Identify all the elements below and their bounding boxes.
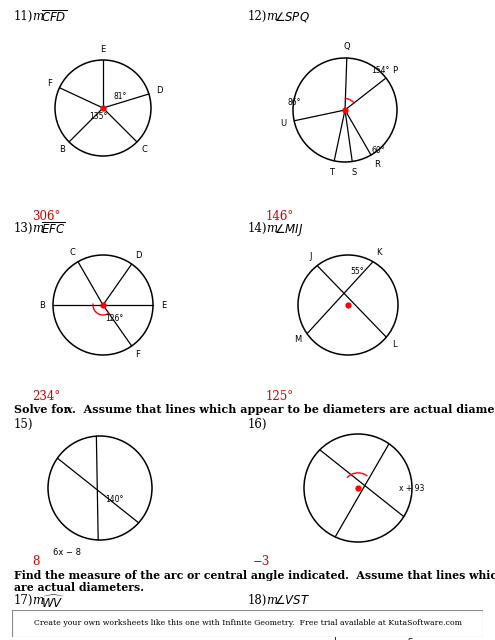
- Text: m: m: [32, 10, 43, 23]
- Text: E: E: [100, 45, 105, 54]
- Text: 86°: 86°: [288, 98, 301, 107]
- Text: 81°: 81°: [113, 92, 127, 101]
- Text: 12): 12): [248, 10, 267, 23]
- Text: D: D: [135, 250, 141, 260]
- Text: B: B: [39, 301, 45, 310]
- Text: T: T: [329, 168, 334, 177]
- Text: 11): 11): [14, 10, 33, 23]
- Text: Q: Q: [344, 42, 350, 51]
- Text: U: U: [280, 118, 286, 128]
- Text: M: M: [295, 335, 301, 344]
- Text: F: F: [48, 79, 52, 88]
- Text: W: W: [106, 625, 114, 634]
- Text: 17): 17): [14, 594, 34, 607]
- Text: m: m: [32, 594, 43, 607]
- Text: 14): 14): [248, 222, 267, 235]
- Text: 15): 15): [14, 418, 34, 431]
- Text: T: T: [332, 634, 337, 640]
- Text: 55°: 55°: [350, 267, 364, 276]
- Text: 306°: 306°: [32, 210, 60, 223]
- Text: m: m: [266, 594, 277, 607]
- Text: 6x − 8: 6x − 8: [53, 548, 81, 557]
- Text: .  Assume that lines which appear to be diameters are actual diameters.: . Assume that lines which appear to be d…: [72, 404, 495, 415]
- Text: $\angle SPQ$: $\angle SPQ$: [274, 10, 310, 24]
- Text: 140°: 140°: [105, 495, 124, 504]
- Text: 18): 18): [248, 594, 267, 607]
- Text: Solve for: Solve for: [14, 404, 73, 415]
- Text: Create your own worksheets like this one with Infinite Geometry.  Free trial ava: Create your own worksheets like this one…: [34, 620, 461, 627]
- Text: are actual diameters.: are actual diameters.: [14, 582, 144, 593]
- Text: 135°: 135°: [90, 111, 108, 120]
- Text: $\overline{EFC}$: $\overline{EFC}$: [41, 222, 65, 237]
- Text: F: F: [136, 351, 141, 360]
- Text: −3: −3: [253, 555, 270, 568]
- FancyBboxPatch shape: [12, 610, 483, 637]
- Text: R: R: [374, 161, 380, 170]
- Text: −2−: −2−: [235, 626, 259, 635]
- Text: L: L: [393, 340, 397, 349]
- Text: S: S: [351, 168, 356, 177]
- Text: $\angle MIJ$: $\angle MIJ$: [274, 222, 303, 238]
- Text: x: x: [65, 404, 72, 415]
- Text: 146°: 146°: [266, 210, 294, 223]
- Text: 8: 8: [32, 555, 40, 568]
- Text: S: S: [408, 637, 413, 640]
- Text: C: C: [70, 248, 75, 257]
- Text: C: C: [142, 145, 148, 154]
- Text: 60°: 60°: [371, 146, 385, 155]
- Text: $\overline{CFD}$: $\overline{CFD}$: [41, 10, 67, 26]
- Text: x + 93: x + 93: [399, 484, 424, 493]
- Text: 154°: 154°: [371, 65, 390, 75]
- Text: 125°: 125°: [266, 390, 294, 403]
- Text: J: J: [309, 252, 312, 261]
- Text: E: E: [161, 301, 167, 310]
- Text: Find the measure of the arc or central angle indicated.  Assume that lines which: Find the measure of the arc or central a…: [14, 570, 495, 581]
- Text: K: K: [376, 248, 381, 257]
- Text: m: m: [266, 10, 277, 23]
- Text: m: m: [266, 222, 277, 235]
- Text: 126°: 126°: [105, 314, 124, 323]
- Text: 13): 13): [14, 222, 34, 235]
- Text: m: m: [32, 222, 43, 235]
- Text: B: B: [58, 145, 64, 154]
- Text: $\widehat{WV}$: $\widehat{WV}$: [41, 594, 65, 611]
- Text: 234°: 234°: [32, 390, 60, 403]
- Text: 16): 16): [248, 418, 267, 431]
- Text: P: P: [393, 67, 397, 76]
- Text: $\angle VST$: $\angle VST$: [274, 594, 310, 607]
- Text: D: D: [156, 86, 162, 95]
